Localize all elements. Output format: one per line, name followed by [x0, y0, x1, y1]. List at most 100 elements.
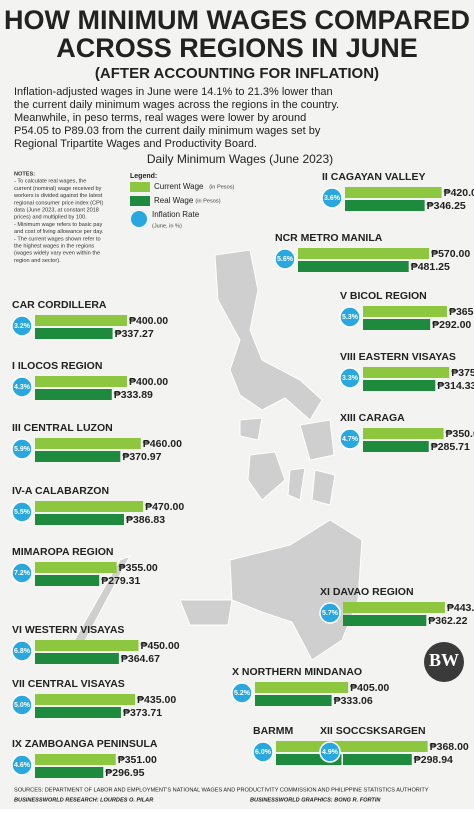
wage-label: ₱570.00 — [431, 248, 470, 260]
inflation-label: 4.3% — [14, 384, 31, 391]
wage-bar — [363, 319, 430, 330]
wage-label: ₱346.25 — [427, 200, 466, 212]
inflation-label: 5.3% — [342, 314, 359, 321]
note-line: region and sector). — [14, 258, 61, 264]
region-label: CAR CORDILLERA — [12, 299, 107, 311]
inflation-label: 5.2% — [234, 690, 251, 697]
legend-title: Legend: — [130, 173, 157, 180]
inflation-label: 4.6% — [14, 762, 31, 769]
region-label: XIII CARAGA — [340, 412, 405, 424]
legend-unit: (June, in %) — [152, 223, 182, 229]
region-label: VIII EASTERN VISAYAS — [340, 351, 456, 363]
inflation-label: 3.6% — [324, 195, 341, 202]
wage-bar — [298, 261, 409, 272]
wage-bar — [363, 428, 444, 439]
wage-label: ₱443.00 — [447, 602, 474, 614]
inflation-label: 3.2% — [14, 323, 31, 330]
wage-label: ₱285.71 — [431, 441, 470, 453]
note-line: - Minimum wage refers to basic pay — [14, 222, 102, 228]
wage-label: ₱400.00 — [129, 376, 168, 388]
wage-label: ₱368.00 — [430, 741, 469, 753]
note-line: the highest wages in the regions — [14, 243, 94, 249]
wage-bar — [363, 441, 429, 452]
inflation-label: 5.6% — [277, 256, 294, 263]
inflation-label: 5.9% — [14, 446, 31, 453]
wage-bar — [35, 315, 127, 326]
region-label: NCR METRO MANILA — [275, 232, 383, 244]
chart-title: Daily Minimum Wages (June 2023) — [147, 152, 333, 166]
wage-bar — [363, 380, 435, 391]
wage-bar — [255, 695, 332, 706]
wage-bar — [35, 754, 116, 765]
note-line: - To calculate real wages, the — [14, 179, 86, 185]
inflation-label: 5.7% — [322, 610, 339, 617]
legend-swatch — [130, 182, 150, 192]
wage-bar — [345, 200, 425, 211]
region-label: BARMM — [253, 725, 293, 737]
research-credit: BUSINESSWORLD RESEARCH: LOURDES O. PILAR — [14, 797, 153, 803]
wage-bar — [343, 741, 428, 752]
legend-label: Inflation Rate — [152, 210, 200, 219]
intro-line: the current daily minimum wages across t… — [14, 99, 339, 111]
logo-text: BW — [429, 650, 459, 670]
intro-line: Meanwhile, in peso terms, real wages wer… — [14, 112, 306, 124]
wage-label: ₱373.71 — [123, 707, 162, 719]
wage-bar — [298, 248, 429, 259]
wage-label: ₱298.94 — [414, 754, 453, 766]
title-line: (AFTER ACCOUNTING FOR INFLATION) — [95, 65, 379, 82]
note-line: and cost of living allowance per day. — [14, 229, 104, 235]
wage-bar — [35, 640, 139, 651]
wage-label: ₱420.00 — [444, 187, 474, 199]
note-line: (wages widely vary even within the — [14, 251, 100, 257]
note-line: regional consumer price index (CPI) — [14, 200, 103, 206]
wage-label: ₱337.27 — [115, 328, 154, 340]
legend-label: Real Wage — [154, 196, 194, 205]
wage-bar — [35, 767, 103, 778]
legend-swatch — [130, 196, 150, 206]
wage-label: ₱296.95 — [105, 767, 144, 779]
wage-bar — [35, 694, 135, 705]
inflation-label: 7.2% — [14, 570, 31, 577]
wage-bar — [35, 562, 117, 573]
region-label: X NORTHERN MINDANAO — [232, 666, 362, 678]
region-label: XII SOCCSKSARGEN — [320, 725, 426, 737]
wage-bar — [35, 389, 112, 400]
wage-label: ₱460.00 — [143, 438, 182, 450]
title-line: ACROSS REGIONS IN JUNE — [56, 33, 418, 63]
region-label: IX ZAMBOANGA PENINSULA — [12, 738, 158, 750]
region-label: I ILOCOS REGION — [12, 360, 102, 372]
region-label: VII CENTRAL VISAYAS — [12, 678, 125, 690]
wage-label: ₱470.00 — [145, 501, 184, 513]
wage-bar — [35, 707, 121, 718]
wage-bar — [35, 575, 99, 586]
intro-line: P54.05 to P89.03 from the current daily … — [14, 125, 321, 137]
wage-bar — [343, 615, 426, 626]
note-line: - The current wages shown refer to — [14, 236, 101, 242]
wage-bar — [35, 653, 119, 664]
wage-label: ₱292.00 — [432, 319, 471, 331]
intro-line: Regional Tripartite Wages and Productivi… — [14, 138, 257, 150]
legend-label: Current Wage — [154, 182, 204, 191]
region-label: V BICOL REGION — [340, 290, 427, 302]
wage-bar — [35, 438, 141, 449]
title-line: HOW MINIMUM WAGES COMPARED — [4, 5, 470, 35]
wage-bar — [276, 741, 354, 752]
wage-label: ₱364.67 — [121, 653, 160, 665]
wage-bar — [255, 682, 348, 693]
wage-bar — [35, 451, 120, 462]
wage-label: ₱435.00 — [137, 694, 176, 706]
inflation-label: 4.7% — [342, 436, 359, 443]
region-label: IV-A CALABARZON — [12, 485, 109, 497]
wage-label: ₱375.00 — [451, 367, 474, 379]
note-line: current (nominal) wage received by — [14, 186, 102, 192]
wage-label: ₱370.97 — [122, 451, 161, 463]
inflation-label: 4.9% — [322, 749, 339, 756]
inflation-label: 6.8% — [14, 648, 31, 655]
wage-label: ₱365.00 — [449, 306, 474, 318]
graphics-credit: BUSINESSWORLD GRAPHICS: BONG R. FORTIN — [250, 797, 381, 803]
intro-line: Inflation-adjusted wages in June were 14… — [14, 86, 333, 98]
inflation-label: 6.0% — [255, 749, 272, 756]
wage-label: ₱386.83 — [126, 514, 165, 526]
wage-label: ₱333.06 — [334, 695, 373, 707]
wage-label: ₱481.25 — [411, 261, 450, 273]
